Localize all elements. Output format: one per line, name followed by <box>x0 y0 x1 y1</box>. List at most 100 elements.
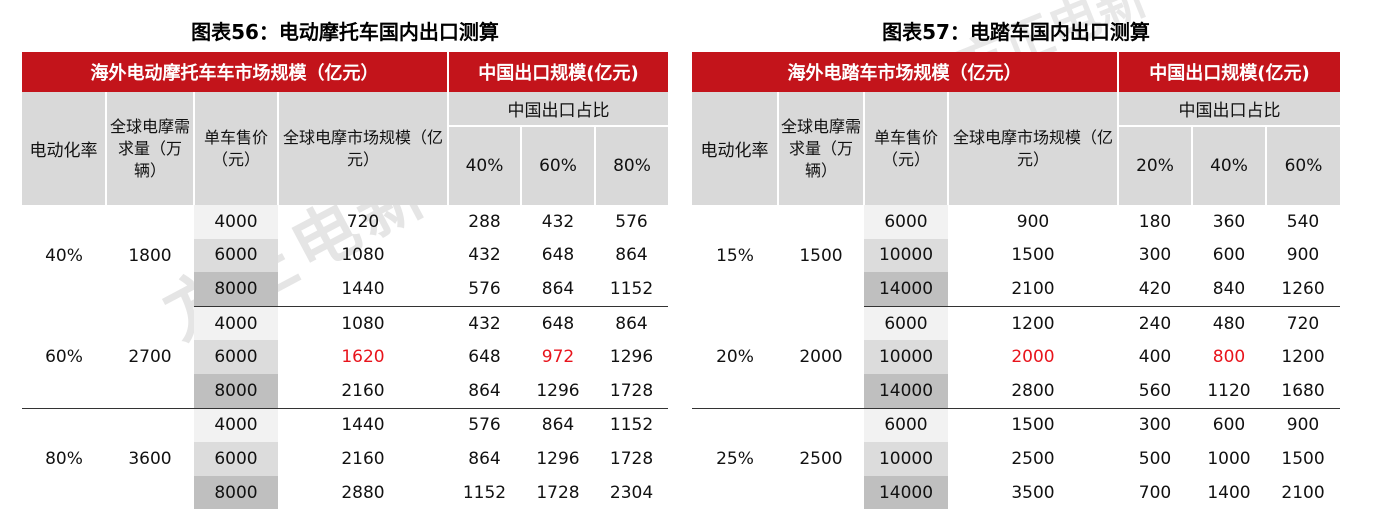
cell-size: 2160 <box>341 448 385 469</box>
cell-size: 1440 <box>341 415 385 436</box>
cell-size: 2160 <box>278 373 448 409</box>
cell-price: 4000 <box>194 205 278 239</box>
table-row: 8000 1440 576 864 1152 <box>22 272 669 307</box>
cell-size-highlight: 2000 <box>1011 347 1055 368</box>
cell-price: 10000 <box>864 238 948 273</box>
cell-rate: 80% <box>45 448 83 469</box>
cell-demand: 1800 <box>128 245 172 266</box>
table-row: 10000 1500 300 600 900 <box>692 238 1340 273</box>
cell-value: 864 <box>468 448 501 469</box>
cell-value: 1000 <box>1207 448 1251 469</box>
cell-value: 864 <box>541 415 575 436</box>
cell-price: 4000 <box>194 408 278 443</box>
col-unit-price: 单车售价（元） <box>193 92 278 205</box>
table-row: 10000 2000 400 800 1200 <box>692 340 1340 374</box>
share-header: 80% <box>593 126 669 205</box>
cell-price: 6000 <box>864 408 948 443</box>
table-row: 20% 2000 6000 1200 240 480 720 <box>692 306 1340 409</box>
cell-value-highlight: 800 <box>1212 347 1246 368</box>
header-export-share: 中国出口占比 <box>446 92 669 127</box>
cell-value: 2100 <box>1281 482 1325 503</box>
cell-value: 600 <box>1212 245 1246 266</box>
cell-price: 14000 <box>864 475 948 509</box>
cell-value-highlight: 972 <box>541 347 575 368</box>
cell-value: 560 <box>1118 373 1192 409</box>
cell-value: 864 <box>615 245 648 266</box>
cell-value: 360 <box>1212 211 1246 232</box>
cell-demand: 1500 <box>799 245 843 266</box>
header-market-size: 海外电踏车市场规模（亿元） <box>692 52 1118 92</box>
table-row: 14000 2100 420 840 1260 <box>692 272 1341 307</box>
table-row: 80% 3600 4000 1440 576 864 1152 <box>22 408 668 469</box>
table-row: 10000 2500 500 1000 1500 <box>692 442 1340 476</box>
table-row: 15% 1500 6000 900 180 360 540 <box>692 205 1340 266</box>
table-row: 6000 1620 648 972 1296 <box>22 340 668 374</box>
cell-value: 432 <box>468 313 501 334</box>
cell-value: 432 <box>541 211 575 232</box>
cell-price: 10000 <box>864 442 948 476</box>
table-panel-electric-motorcycle: 图表56：电动摩托车国内出口测算 海外电动摩托车车市场规模（亿元） 中国出口规模… <box>22 0 669 509</box>
share-header: 60% <box>520 126 595 205</box>
cell-value: 840 <box>1192 272 1266 307</box>
header-export-share: 中国出口占比 <box>1116 92 1341 127</box>
table-title: 图表56：电动摩托车国内出口测算 <box>191 20 499 44</box>
cell-rate: 25% <box>716 448 754 469</box>
cell-price: 14000 <box>864 272 948 307</box>
cell-value: 1400 <box>1207 482 1251 503</box>
cell-demand: 3600 <box>128 448 172 469</box>
table-title: 图表57：电踏车国内出口测算 <box>882 20 1150 44</box>
table-row: 14000 2800 560 1120 1680 <box>692 373 1341 409</box>
header-export-size: 中国出口规模(亿元) <box>1116 52 1341 92</box>
cell-value: 864 <box>615 313 648 334</box>
col-demand: 全球电摩需求量（万辆） <box>777 92 864 205</box>
cell-value: 720 <box>1286 313 1320 334</box>
header-market-size: 海外电动摩托车车市场规模（亿元） <box>22 52 448 92</box>
export-estimate-table: 海外电踏车市场规模（亿元） 中国出口规模(亿元) 电动化率 全球电摩需求量（万辆… <box>692 52 1341 509</box>
cell-price: 6000 <box>864 205 948 239</box>
cell-value: 900 <box>1286 415 1320 436</box>
cell-value: 1200 <box>1281 347 1325 368</box>
cell-size: 900 <box>1016 211 1050 232</box>
table-row: 40% 1800 4000 720 288 432 576 <box>22 205 668 266</box>
col-market-size: 全球电摩市场规模（亿元） <box>947 92 1118 205</box>
cell-price: 8000 <box>194 475 278 509</box>
cell-value: 576 <box>615 211 648 232</box>
table-row: 25% 2500 6000 1500 300 600 900 <box>692 408 1340 469</box>
share-header: 40% <box>1191 126 1266 205</box>
cell-demand: 2700 <box>106 306 194 409</box>
cell-price: 6000 <box>194 340 278 374</box>
cell-value: 480 <box>1212 313 1246 334</box>
cell-size: 1080 <box>341 245 385 266</box>
cell-rate: 60% <box>22 306 106 409</box>
cell-size: 2880 <box>341 482 385 503</box>
cell-value: 400 <box>1138 347 1172 368</box>
cell-demand: 2000 <box>778 306 864 409</box>
share-header: 20% <box>1117 126 1192 205</box>
cell-value: 1500 <box>1281 448 1325 469</box>
cell-value: 240 <box>1138 313 1172 334</box>
cell-rate: 40% <box>45 245 83 266</box>
cell-size: 1500 <box>1011 415 1055 436</box>
cell-value: 1260 <box>1266 272 1341 307</box>
table-row: 8000 2160 864 1296 1728 <box>22 373 669 409</box>
cell-value: 648 <box>541 313 575 334</box>
cell-value: 1152 <box>462 482 507 503</box>
cell-value: 864 <box>521 272 595 307</box>
cell-size: 1080 <box>341 313 385 334</box>
cell-price: 14000 <box>864 373 948 409</box>
cell-size: 2500 <box>1011 448 1055 469</box>
cell-value: 1120 <box>1192 373 1266 409</box>
share-header: 60% <box>1264 126 1341 205</box>
cell-size: 1500 <box>1011 245 1055 266</box>
cell-value: 1296 <box>536 448 580 469</box>
table-row: 8000 2880 1152 1728 2304 <box>22 475 668 509</box>
cell-value: 288 <box>468 211 501 232</box>
cell-rate: 15% <box>716 245 754 266</box>
cell-value: 1728 <box>609 448 654 469</box>
cell-size: 1200 <box>1011 313 1055 334</box>
cell-size: 3500 <box>1011 482 1055 503</box>
col-unit-price: 单车售价（元） <box>863 92 948 205</box>
share-header: 40% <box>447 126 521 205</box>
cell-size-highlight: 1620 <box>341 347 385 368</box>
table-row: 6000 1080 432 648 864 <box>22 238 668 273</box>
